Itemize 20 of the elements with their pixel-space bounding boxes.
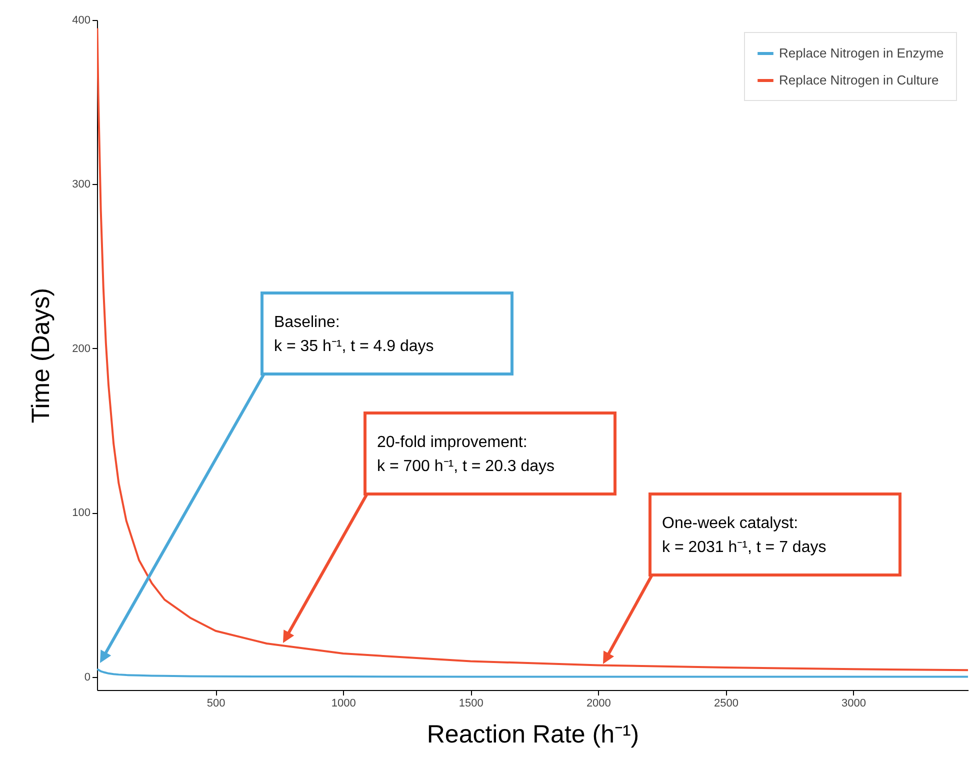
- x-tick-label: 2500: [714, 698, 738, 710]
- x-axis-title: Reaction Rate (h⁻¹): [426, 720, 640, 748]
- y-tick-label: 100: [72, 507, 90, 520]
- x-tick-label: 1500: [458, 698, 484, 710]
- legend-label: Replace Nitrogen in Culture: [779, 72, 939, 88]
- y-tick-label: 400: [72, 14, 90, 26]
- x-tick-label: 2000: [586, 698, 611, 710]
- line-series: [97, 27, 968, 672]
- x-tick-label: 1000: [331, 698, 356, 710]
- annotation: Baseline: k = 35 h⁻¹, t = 4.9 days: [274, 314, 434, 355]
- x-tick-label: 3000: [841, 698, 866, 710]
- line-series: [97, 668, 968, 678]
- annotation: 20-fold improvement: k = 700 h⁻¹, t = 20.3 days: [377, 434, 555, 475]
- x-tick-label: 500: [206, 698, 226, 710]
- y-tick-label: 200: [72, 342, 90, 355]
- legend-label: Replace Nitrogen in Enzyme: [779, 46, 944, 60]
- y-tick-label: 300: [72, 178, 90, 191]
- y-tick-label: 0: [84, 671, 90, 684]
- y-axis-title: Time (Days): [27, 288, 56, 424]
- annotation: One-week catalyst: k = 2031 h⁻¹, t = 7 days: [662, 515, 826, 556]
